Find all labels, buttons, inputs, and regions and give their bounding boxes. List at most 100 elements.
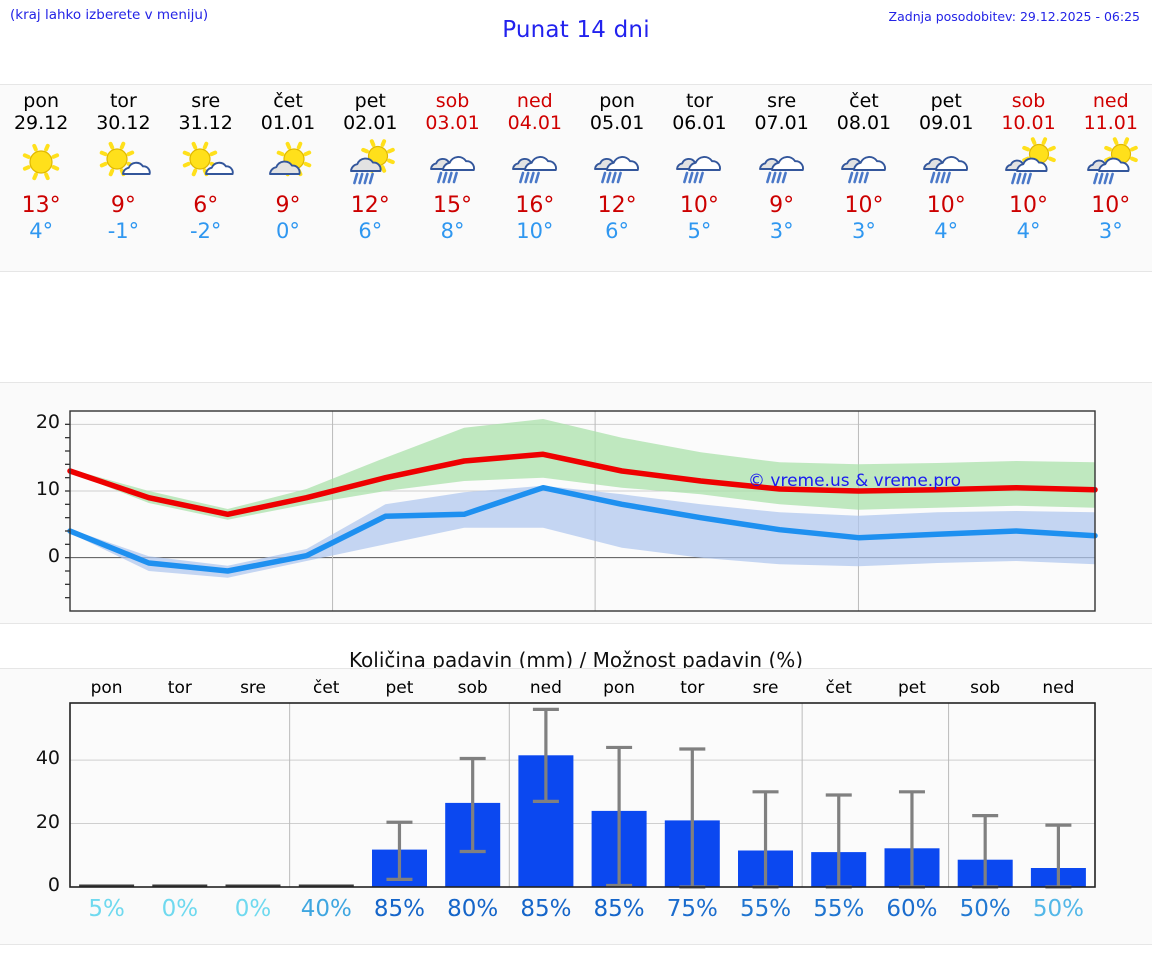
day-min-temperature: -2°: [189, 219, 222, 243]
forecast-day-column[interactable]: ned 11.01 10° 3°: [1070, 85, 1152, 271]
cloud-rain-icon: [499, 136, 571, 190]
day-of-week-label: pon: [23, 90, 59, 112]
temperature-y-tick-label: 10: [35, 478, 60, 500]
precipitation-probability-label: 40%: [300, 896, 352, 922]
watermark-label: © vreme.us & vreme.pro: [748, 471, 962, 491]
cloud-rain-icon: [828, 136, 900, 190]
precipitation-day-label: čet: [313, 678, 340, 698]
forecast-day-column[interactable]: sre 31.12 6° -2°: [165, 85, 247, 271]
day-max-temperature: 9°: [769, 193, 795, 218]
cloud-rain-icon: [417, 136, 489, 190]
precipitation-probability-label: 55%: [813, 896, 865, 922]
forecast-day-column[interactable]: sob 03.01 15° 8°: [411, 85, 493, 271]
day-min-temperature: 8°: [440, 219, 465, 243]
cloud-rain-icon: [746, 136, 818, 190]
day-of-week-label: sob: [1011, 90, 1046, 112]
day-max-temperature: 13°: [21, 193, 61, 218]
precipitation-probability-label: 55%: [739, 896, 792, 922]
day-of-week-label: tor: [109, 90, 137, 112]
day-min-temperature: 3°: [1098, 219, 1123, 243]
day-max-temperature: 10°: [1009, 193, 1049, 218]
day-min-temperature: -1°: [107, 219, 140, 243]
cloud-rain-icon: [910, 136, 982, 190]
day-min-temperature: 4°: [29, 219, 54, 243]
forecast-day-column[interactable]: čet 01.01 9° 0°: [247, 85, 329, 271]
day-of-week-label: ned: [1092, 90, 1129, 112]
precipitation-probability-label: 50%: [959, 896, 1011, 922]
forecast-day-column[interactable]: pon 05.01 12° 6°: [576, 85, 658, 271]
day-date-label: 11.01: [1083, 112, 1138, 134]
day-min-temperature: 4°: [1016, 219, 1041, 243]
day-of-week-label: sob: [435, 90, 470, 112]
day-date-label: 29.12: [13, 112, 69, 134]
day-of-week-label: sre: [191, 90, 221, 112]
cloud-rain-icon: [663, 136, 735, 190]
forecast-day-column[interactable]: pet 02.01 12° 6°: [329, 85, 411, 271]
day-of-week-label: ned: [516, 90, 553, 112]
precipitation-day-label: sob: [970, 678, 1001, 698]
precipitation-day-label: pet: [385, 678, 414, 698]
forecast-day-column[interactable]: sob 10.01 10° 4°: [987, 85, 1069, 271]
day-date-label: 01.01: [260, 112, 316, 134]
day-max-temperature: 10°: [679, 193, 719, 218]
day-date-label: 30.12: [96, 112, 151, 134]
day-min-temperature: 3°: [769, 219, 794, 243]
daily-forecast-strip: pon 29.12 13° 4° tor 30.12 9° -1° sre 31.12 6° -2…: [0, 84, 1152, 272]
day-max-temperature: 6°: [193, 193, 219, 218]
precipitation-probability-label: 75%: [666, 896, 718, 922]
precipitation-chart-panel: 0 20 40 pon tor sre čet pet sob ned pon tor sre čet pe…: [0, 668, 1152, 945]
day-min-temperature: 3°: [852, 219, 876, 243]
precipitation-day-label: tor: [167, 678, 192, 698]
day-max-temperature: 9°: [275, 193, 301, 218]
temperature-y-tick-label: 20: [35, 411, 60, 434]
cloud-sun-rain-icon: [334, 136, 406, 190]
page-header: (kraj lahko izberete v meniju) Punat 14 …: [0, 0, 1152, 84]
precipitation-probability-label: 85%: [520, 896, 572, 922]
forecast-day-column[interactable]: sre 07.01 9° 3°: [741, 85, 823, 271]
precipitation-day-label: ned: [529, 678, 562, 698]
temperature-chart-panel: © vreme.us & vreme.pro 0 10 20: [0, 382, 1152, 624]
cloud-rain-icon: [581, 136, 653, 190]
precipitation-day-label: sre: [752, 678, 779, 698]
day-date-label: 09.01: [919, 112, 974, 134]
sunny-icon: [5, 136, 77, 190]
precipitation-probability-label: 50%: [1032, 896, 1084, 922]
day-date-label: 06.01: [672, 112, 727, 134]
cloud-sun-icon: [252, 136, 324, 190]
forecast-day-column[interactable]: tor 30.12 9° -1°: [82, 85, 164, 271]
forecast-day-column[interactable]: pon 29.12 13° 4°: [0, 85, 82, 271]
forecast-day-column[interactable]: pet 09.01 10° 4°: [905, 85, 987, 271]
day-min-temperature: 6°: [358, 219, 383, 243]
menu-hint-link[interactable]: (kraj lahko izberete v meniju): [10, 7, 209, 23]
precipitation-day-label: čet: [825, 678, 852, 698]
day-max-temperature: 10°: [844, 193, 884, 218]
precipitation-probability-label: 85%: [593, 896, 645, 922]
forecast-day-column[interactable]: tor 06.01 10° 5°: [658, 85, 740, 271]
day-date-label: 04.01: [507, 112, 563, 134]
sun-small-cloud-icon: [170, 136, 242, 190]
day-max-temperature: 15°: [433, 193, 473, 218]
forecast-day-column[interactable]: čet 08.01 10° 3°: [823, 85, 905, 271]
precipitation-probability-label: 5%: [88, 896, 125, 922]
day-of-week-label: tor: [685, 90, 713, 112]
precipitation-day-label: ned: [1042, 678, 1075, 698]
sun-cloud-rain-icon: [1075, 136, 1147, 190]
day-min-temperature: 5°: [687, 219, 712, 243]
day-date-label: 03.01: [425, 112, 480, 134]
precipitation-y-tick-label: 20: [35, 810, 60, 833]
precipitation-y-tick-label: 40: [35, 747, 60, 770]
day-date-label: 05.01: [589, 112, 645, 134]
precipitation-probability-label: 60%: [886, 896, 938, 922]
temperature-y-tick-label: 0: [47, 544, 60, 567]
day-date-label: 07.01: [754, 112, 809, 134]
day-of-week-label: čet: [849, 90, 879, 112]
day-min-temperature: 10°: [516, 219, 554, 243]
day-date-label: 10.01: [1001, 112, 1056, 134]
precipitation-day-label: pet: [897, 678, 926, 698]
day-max-temperature: 16°: [515, 193, 555, 218]
day-min-temperature: 0°: [276, 219, 300, 243]
precipitation-probability-label: 85%: [373, 896, 426, 922]
forecast-day-column[interactable]: ned 04.01 16° 10°: [494, 85, 576, 271]
precipitation-probability-label: 0%: [161, 896, 199, 922]
